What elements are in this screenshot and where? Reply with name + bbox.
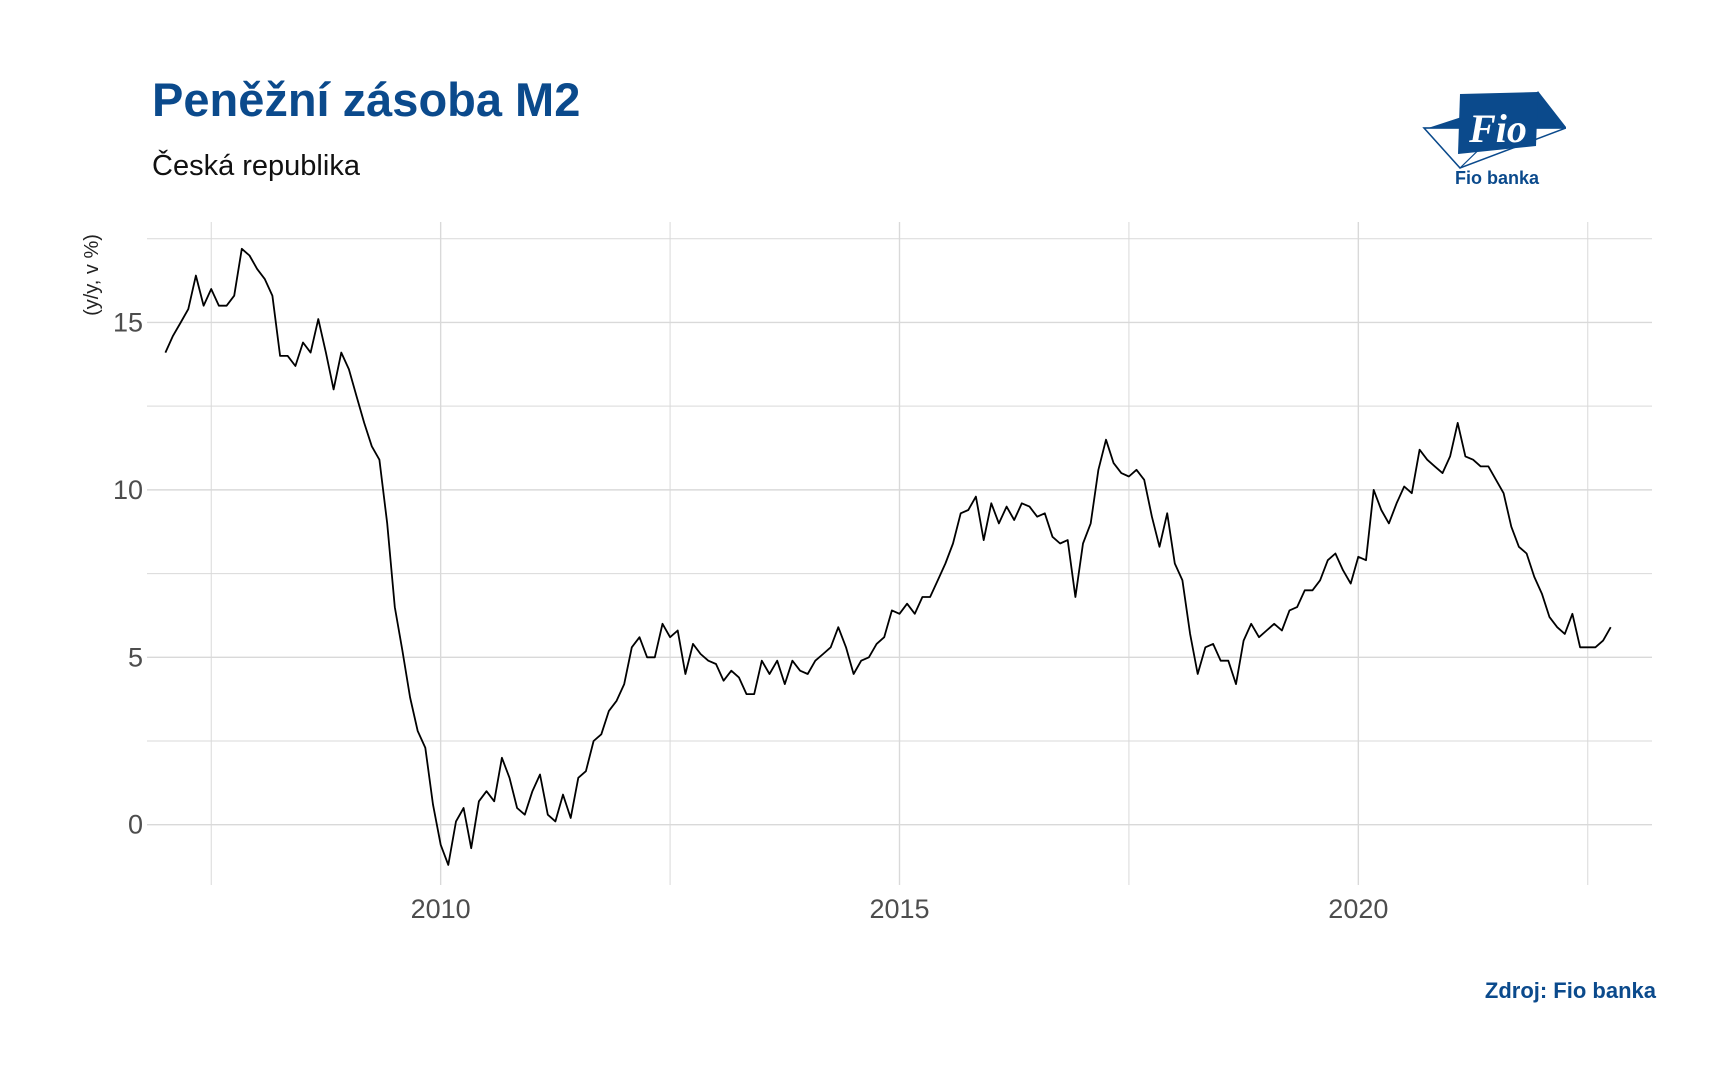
y-tick-label: 10 [113, 475, 143, 505]
grid-lines [147, 222, 1652, 885]
y-axis-label: (y/y, v %) [81, 234, 103, 316]
x-tick-labels: 2010 2015 2020 [411, 894, 1389, 924]
x-tick-label: 2010 [411, 894, 471, 924]
y-tick-label: 0 [128, 810, 143, 840]
logo-caption: Fio banka [1455, 168, 1540, 188]
series-line [164, 247, 1612, 866]
source-note: Zdroj: Fio banka [1484, 978, 1656, 1003]
y-tick-label: 5 [128, 642, 143, 672]
y-tick-labels: 0 5 10 15 [113, 307, 143, 839]
page-subtitle: Česká republika [152, 150, 360, 182]
x-tick-label: 2015 [869, 894, 929, 924]
logo-mark-text: Fio [1468, 106, 1527, 151]
y-tick-label: 15 [113, 307, 143, 337]
page-title: Peněžní zásoba M2 [152, 73, 581, 126]
fio-logo-icon: Fio [1422, 91, 1566, 169]
x-tick-label: 2020 [1328, 894, 1388, 924]
